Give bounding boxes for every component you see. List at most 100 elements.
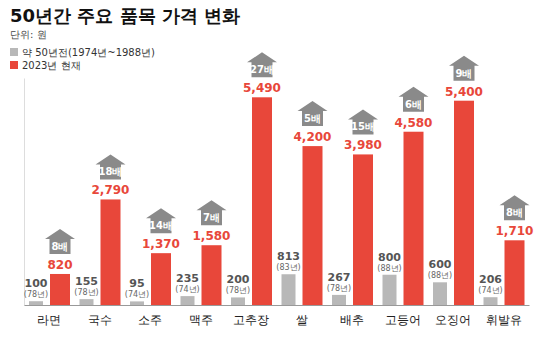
data-label: 820 — [47, 258, 72, 272]
bar-old — [282, 274, 296, 305]
x-tick-label: 고추장 — [233, 313, 269, 327]
x-tick: 휘발유 — [486, 305, 522, 327]
data-label: 800 — [378, 251, 401, 264]
data-label: 206 — [479, 273, 502, 286]
bar-now — [303, 146, 323, 305]
ratio-arrow — [399, 87, 429, 112]
bar-old — [130, 301, 144, 305]
year-note: (88년) — [428, 271, 452, 280]
bar-old — [29, 301, 43, 305]
ratio-label: 15배 — [351, 121, 375, 132]
y-axis — [24, 79, 25, 306]
x-tick-label: 배추 — [340, 313, 364, 327]
bar-old — [433, 282, 447, 305]
ratio-arrow — [45, 229, 75, 254]
ratio-arrow — [500, 195, 530, 220]
data-label: 2,790 — [92, 183, 130, 197]
x-axis: 라면 국수 소주 맥주 고추장 쌀 배추 고등어 오징어 휘발유 — [25, 305, 530, 327]
bar-old — [383, 275, 397, 305]
ratio-label: 5배 — [304, 113, 321, 124]
year-note: (78년) — [74, 288, 98, 297]
chart: 50년간 주요 품목 가격 변화단위: 원약 50년전(1974년~1988년)… — [0, 0, 537, 360]
year-note: (74년) — [175, 285, 199, 294]
x-axis-line — [25, 305, 530, 306]
data-label: 5,490 — [243, 81, 281, 95]
year-note: (78년) — [327, 284, 351, 293]
ratio-label: 14배 — [149, 220, 173, 231]
x-tick: 국수 — [88, 305, 112, 327]
year-note: (78년) — [226, 286, 250, 295]
data-label: 4,580 — [395, 116, 433, 130]
bar-now — [151, 253, 171, 305]
year-note: (74년) — [478, 286, 502, 295]
data-label: 5,400 — [445, 85, 483, 99]
year-note: (74년) — [125, 290, 149, 299]
x-tick: 맥주 — [189, 305, 213, 327]
bar-now — [252, 97, 272, 305]
year-note: (88년) — [377, 264, 401, 273]
ratio-label: 7배 — [203, 212, 220, 223]
x-tick-label: 국수 — [88, 313, 112, 327]
legend-swatch — [10, 48, 18, 56]
subtitle: 단위: 원 — [10, 29, 47, 40]
bar-now — [404, 132, 424, 305]
x-tick-label: 라면 — [37, 313, 61, 327]
legend-item: 2023년 현재 — [10, 60, 81, 71]
bar-old — [181, 296, 195, 305]
ratio-arrow — [298, 101, 328, 126]
data-label: 235 — [176, 272, 199, 285]
ratio-arrow — [348, 109, 378, 134]
x-tick: 쌀 — [296, 305, 308, 327]
bar-now — [202, 245, 222, 305]
x-tick-label: 오징어 — [435, 313, 471, 327]
x-tick: 배추 — [340, 305, 364, 327]
legend-label: 2023년 현재 — [22, 60, 81, 71]
ratio-arrow — [197, 200, 227, 225]
bar-old — [80, 299, 94, 305]
data-label: 95 — [129, 277, 144, 290]
data-label: 1,580 — [193, 229, 231, 243]
data-label: 4,200 — [294, 130, 332, 144]
bar-old — [332, 295, 346, 305]
ratio-label: 18배 — [99, 166, 123, 177]
data-label: 3,980 — [344, 138, 382, 152]
bar-now — [353, 154, 373, 305]
bar-now — [505, 240, 525, 305]
bar-old — [231, 297, 245, 305]
year-note: (83년) — [276, 263, 300, 272]
x-tick: 고추장 — [233, 305, 269, 327]
data-label: 100 — [25, 277, 48, 290]
ratio-label: 8배 — [506, 207, 523, 218]
y-axis-line — [24, 79, 25, 306]
data-label: 267 — [328, 271, 351, 284]
data-label: 813 — [277, 250, 300, 263]
x-tick-label: 맥주 — [189, 313, 213, 327]
data-label: 600 — [429, 258, 452, 271]
ratio-label: 8배 — [52, 241, 69, 252]
x-tick: 오징어 — [435, 305, 471, 327]
x-tick-label: 소주 — [138, 313, 162, 327]
ratio-arrow — [247, 52, 277, 77]
legend: 약 50년전(1974년~1988년) 2023년 현재 — [10, 47, 155, 71]
bar-old — [484, 297, 498, 305]
bar-now — [454, 101, 474, 305]
x-tick: 소주 — [138, 305, 162, 327]
legend-item: 약 50년전(1974년~1988년) — [10, 47, 155, 58]
bar-now — [50, 274, 70, 305]
legend-label: 약 50년전(1974년~1988년) — [22, 47, 155, 58]
ratio-label: 6배 — [405, 99, 422, 110]
ratio-arrow — [146, 208, 176, 233]
ratio-label: 27배 — [250, 64, 274, 75]
x-tick-label: 고등어 — [385, 313, 421, 327]
ratio-arrow — [96, 154, 126, 179]
x-tick-label: 휘발유 — [486, 313, 522, 327]
legend-swatch — [10, 61, 18, 69]
bar-now — [101, 199, 121, 305]
title: 50년간 주요 품목 가격 변화 — [10, 5, 240, 26]
ratio-label: 9배 — [456, 68, 473, 79]
x-tick-label: 쌀 — [296, 313, 308, 327]
x-tick: 라면 — [37, 305, 61, 327]
labels: 100(78년)155(78년)95(74년)235(74년)200(78년)8… — [24, 52, 534, 299]
x-tick: 고등어 — [385, 305, 421, 327]
plot: 100(78년)155(78년)95(74년)235(74년)200(78년)8… — [24, 52, 534, 326]
